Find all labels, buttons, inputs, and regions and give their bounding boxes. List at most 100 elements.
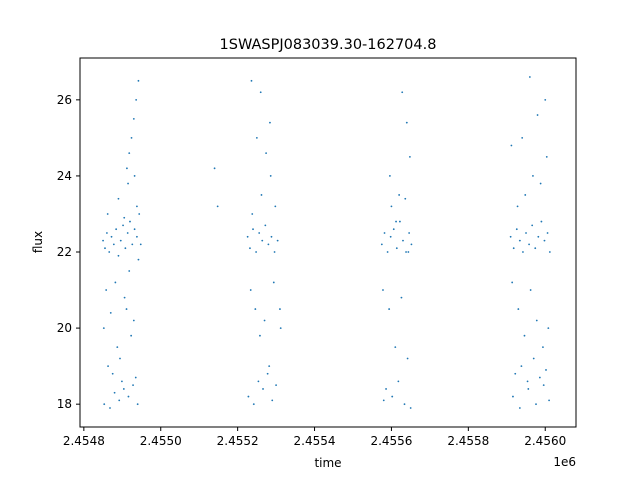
data-point xyxy=(104,247,106,250)
data-point xyxy=(255,136,258,139)
x-tick-label: 2.4556 xyxy=(370,434,412,448)
x-tick-label: 2.4560 xyxy=(524,434,566,448)
data-point xyxy=(137,258,140,261)
data-point xyxy=(543,239,546,242)
data-point xyxy=(518,239,521,242)
data-point xyxy=(139,243,142,246)
data-point xyxy=(385,388,387,390)
data-point xyxy=(383,232,386,234)
data-point xyxy=(132,384,134,387)
data-point xyxy=(542,384,545,387)
data-point xyxy=(255,251,257,253)
data-point xyxy=(525,232,527,234)
data-point xyxy=(113,391,116,394)
data-point xyxy=(272,281,275,284)
data-point xyxy=(115,228,118,231)
data-point xyxy=(407,251,410,253)
axes-frame xyxy=(79,57,577,428)
data-point xyxy=(106,213,109,215)
data-point xyxy=(279,327,282,329)
data-point xyxy=(524,194,527,196)
data-point xyxy=(124,247,127,250)
data-point xyxy=(406,357,409,360)
data-point xyxy=(263,319,266,322)
x-tick-label: 2.4558 xyxy=(447,434,489,448)
data-point xyxy=(532,175,534,177)
data-point xyxy=(125,308,128,310)
data-point xyxy=(119,239,122,242)
data-points-layer xyxy=(102,76,551,409)
data-point xyxy=(136,403,139,406)
data-point xyxy=(264,224,267,227)
data-point xyxy=(515,228,518,231)
data-point xyxy=(267,243,270,246)
data-point xyxy=(103,403,106,406)
y-tick-label: 26 xyxy=(57,93,72,107)
data-point xyxy=(520,365,523,368)
data-point xyxy=(123,216,126,219)
data-point xyxy=(269,175,272,177)
data-point xyxy=(547,327,550,329)
data-point xyxy=(512,247,515,250)
data-point xyxy=(269,121,271,124)
data-point xyxy=(382,399,385,402)
data-point xyxy=(112,243,115,246)
data-point xyxy=(130,136,133,139)
data-point xyxy=(127,395,130,398)
data-point xyxy=(540,220,543,223)
data-point xyxy=(510,144,513,147)
data-point xyxy=(135,98,138,101)
data-point xyxy=(405,251,407,253)
data-point xyxy=(114,281,117,284)
data-point xyxy=(521,136,524,139)
data-point xyxy=(270,235,273,238)
data-point xyxy=(395,247,398,250)
x-axis-offset-label: 1e6 xyxy=(553,455,576,469)
data-point xyxy=(259,334,261,337)
data-point xyxy=(523,334,526,337)
data-point xyxy=(102,327,105,329)
data-point xyxy=(516,205,519,208)
data-point xyxy=(389,235,392,238)
y-axis-label: flux xyxy=(31,231,45,253)
data-point xyxy=(127,182,129,185)
data-point xyxy=(273,251,276,253)
data-point xyxy=(274,205,277,208)
data-point xyxy=(133,228,136,231)
data-point xyxy=(400,296,403,299)
data-point xyxy=(389,175,391,177)
data-point xyxy=(108,251,111,253)
x-axis-label: time xyxy=(314,456,341,470)
data-point xyxy=(138,213,141,215)
data-point xyxy=(123,296,126,299)
data-point xyxy=(548,251,551,253)
data-point xyxy=(271,399,274,402)
chart-title: 1SWASPJ083039.30-162704.8 xyxy=(220,37,437,53)
data-point xyxy=(518,407,521,409)
x-axis-ticks: 2.4548 2.4550 2.4552 2.4554 2.4556 2.4558 2.45… xyxy=(63,427,566,448)
data-point xyxy=(526,380,529,383)
data-point xyxy=(133,175,136,177)
data-point xyxy=(121,380,123,383)
data-point xyxy=(380,243,383,246)
data-point xyxy=(266,372,269,375)
data-point xyxy=(535,319,538,322)
data-point xyxy=(279,308,281,310)
data-point xyxy=(257,380,260,383)
y-tick-label: 24 xyxy=(57,169,72,183)
data-point xyxy=(403,403,406,406)
data-point xyxy=(511,281,514,284)
data-point xyxy=(132,319,135,322)
data-point xyxy=(105,289,108,291)
data-point xyxy=(398,194,401,196)
data-point xyxy=(405,121,408,124)
data-point xyxy=(134,376,137,379)
data-point xyxy=(111,372,114,375)
data-point xyxy=(402,239,404,242)
data-point xyxy=(537,235,540,238)
data-point xyxy=(128,270,131,272)
data-point xyxy=(136,235,138,238)
data-point xyxy=(252,228,254,231)
